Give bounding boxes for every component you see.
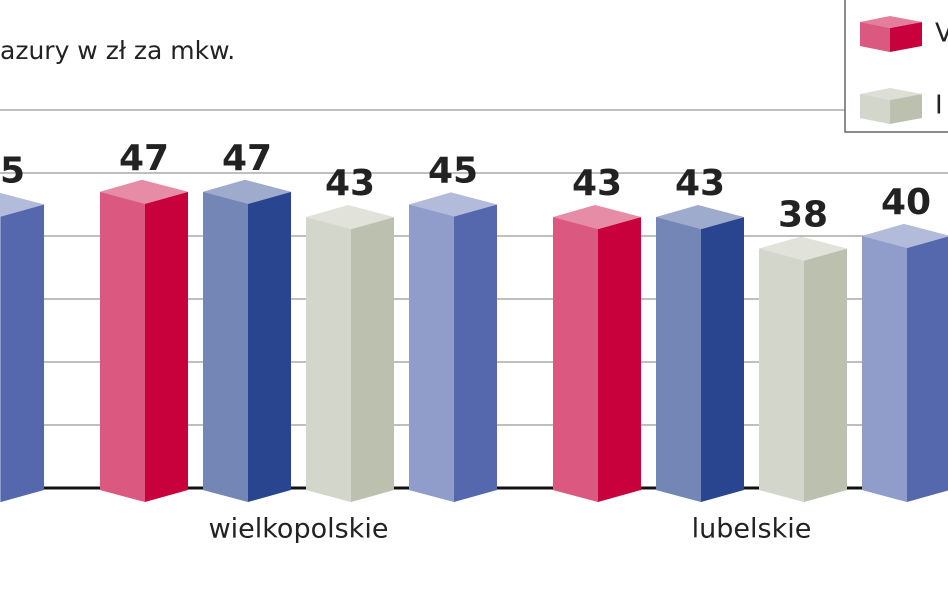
bar-right-face xyxy=(248,191,291,502)
bar-left-shade xyxy=(203,191,248,502)
chart-subtitle: azury w zł za mkw. xyxy=(0,36,235,65)
bar-top-shade xyxy=(203,179,291,204)
legend-swatch-shade xyxy=(860,94,890,124)
bar-top-shade xyxy=(0,193,44,217)
legend-swatch-top xyxy=(860,16,922,28)
bar-left-shade xyxy=(656,217,701,502)
legend-swatch xyxy=(890,22,922,52)
bar-left-shade xyxy=(0,216,1,502)
bar-left-shade xyxy=(306,217,351,502)
bar-left-face xyxy=(0,216,1,502)
legend-label: V xyxy=(935,19,948,49)
bar-left-face xyxy=(100,191,145,502)
bar xyxy=(553,205,641,502)
legend-label: I xyxy=(935,91,943,121)
bar-top-shade xyxy=(759,236,847,261)
bar-top-shade xyxy=(862,224,948,248)
bar-left-face xyxy=(553,217,598,502)
data-label: 43 xyxy=(325,163,375,204)
bar-left-shade xyxy=(553,217,598,502)
bar-left-face xyxy=(409,204,454,502)
bar xyxy=(100,179,188,502)
bar-left-face xyxy=(656,217,701,502)
x-tick-label: lubelskie xyxy=(692,514,812,545)
bar-right-face xyxy=(701,217,744,502)
bar xyxy=(862,224,948,502)
data-label: 47 xyxy=(119,138,169,179)
bar xyxy=(409,192,497,502)
bar-left-face xyxy=(759,248,804,502)
bar-right-face xyxy=(907,236,948,502)
legend-swatch-shade xyxy=(860,22,890,52)
bar-top-shade xyxy=(306,205,394,230)
bar-right-face xyxy=(598,217,641,502)
legend-swatch-top xyxy=(860,88,922,100)
bar-top-shade xyxy=(553,205,641,230)
legend-swatch xyxy=(860,22,890,52)
bar-top-shade xyxy=(100,179,188,204)
bar-left-shade xyxy=(100,191,145,502)
bar-right-face xyxy=(804,248,847,502)
bar-right-face xyxy=(351,217,394,502)
legend-item: V xyxy=(860,16,948,52)
bar-right-face xyxy=(454,204,497,502)
bar-left-shade xyxy=(862,236,907,502)
legend-swatch xyxy=(860,94,890,124)
data-label: 45 xyxy=(0,151,25,192)
data-label: 38 xyxy=(778,195,828,236)
bar xyxy=(759,236,847,502)
data-label: 43 xyxy=(675,163,725,204)
bar-left-shade xyxy=(759,248,804,502)
x-tick-label: wielkopolskie xyxy=(209,514,389,545)
bar xyxy=(306,205,394,502)
bar-left-face xyxy=(203,191,248,502)
bar-right-face xyxy=(1,204,44,502)
bar xyxy=(203,179,291,502)
legend-swatch xyxy=(890,94,922,124)
legend-item: I xyxy=(860,88,943,124)
bar-left-shade xyxy=(409,204,454,502)
bar-right-face xyxy=(145,191,188,502)
data-label: 45 xyxy=(428,151,478,192)
bar-left-face xyxy=(306,217,351,502)
data-label: 47 xyxy=(222,138,272,179)
bar xyxy=(0,193,44,502)
data-label: 40 xyxy=(881,182,931,223)
data-label: 43 xyxy=(572,163,622,204)
bar-top-shade xyxy=(409,192,497,217)
bar-top-shade xyxy=(656,205,744,230)
bar-left-face xyxy=(862,236,907,502)
bar xyxy=(656,205,744,502)
